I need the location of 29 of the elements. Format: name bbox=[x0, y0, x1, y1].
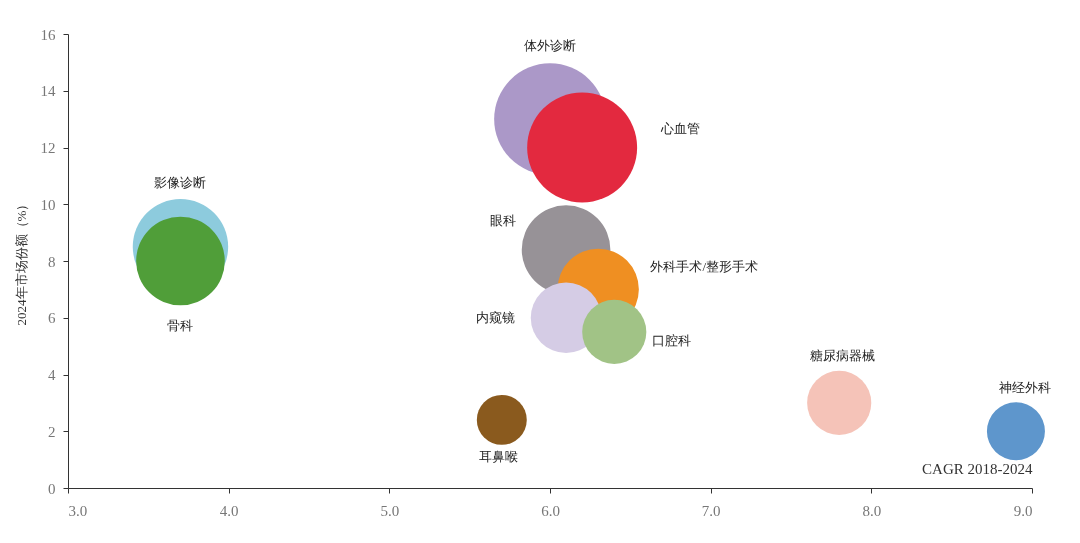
series-label: 耳鼻喉 bbox=[479, 448, 519, 464]
series-label: 神经外科 bbox=[998, 380, 1051, 396]
series-label: 糖尿病器械 bbox=[809, 347, 875, 363]
series-label: 骨科 bbox=[167, 318, 194, 333]
series-label: 眼科 bbox=[490, 212, 517, 228]
series-label: 心血管 bbox=[659, 120, 700, 136]
x-tick-label: 5.0 bbox=[380, 502, 400, 519]
y-tick-label: 8 bbox=[48, 253, 56, 270]
x-tick-label: 6.0 bbox=[541, 502, 560, 519]
series-label: 内窥镜 bbox=[475, 309, 515, 325]
y-tick-label: 4 bbox=[48, 367, 56, 383]
x-tick-label: 7.0 bbox=[701, 502, 721, 519]
x-tick-label: 9.0 bbox=[1013, 502, 1033, 519]
x-tick-label: 3.0 bbox=[68, 502, 88, 519]
series-label: 口腔科 bbox=[651, 332, 691, 348]
series-label: 外科手术/整形手术 bbox=[650, 259, 759, 275]
y-axis-title: 2024年市场份额（%） bbox=[13, 197, 29, 326]
series-label: 影像诊断 bbox=[154, 174, 207, 190]
y-tick-label: 16 bbox=[40, 26, 56, 43]
series-label: 体外诊断 bbox=[524, 38, 576, 54]
x-axis-title: CAGR 2018-2024 bbox=[922, 460, 1033, 477]
x-tick-label: 8.0 bbox=[862, 502, 882, 519]
y-tick-label: 0 bbox=[48, 480, 56, 497]
y-tick-label: 14 bbox=[40, 83, 56, 100]
y-tick-label: 6 bbox=[48, 310, 56, 327]
y-tick-label: 10 bbox=[40, 196, 56, 213]
y-tick-label: 2 bbox=[48, 423, 56, 440]
y-tick-label: 12 bbox=[40, 140, 56, 156]
x-tick-label: 4.0 bbox=[219, 502, 239, 519]
